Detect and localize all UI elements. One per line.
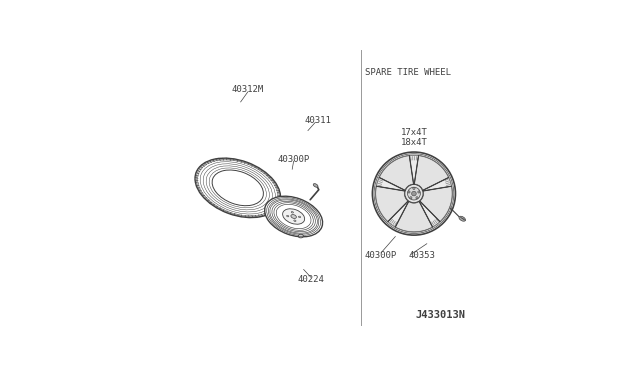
Ellipse shape xyxy=(313,184,318,187)
Circle shape xyxy=(410,197,412,199)
Text: 17x4T: 17x4T xyxy=(401,128,428,137)
Ellipse shape xyxy=(287,215,289,217)
Ellipse shape xyxy=(265,196,323,237)
Text: 40311: 40311 xyxy=(305,116,332,125)
Text: 40353: 40353 xyxy=(408,251,435,260)
Text: 40312M: 40312M xyxy=(232,84,264,93)
Circle shape xyxy=(413,187,415,189)
Polygon shape xyxy=(388,201,408,227)
Ellipse shape xyxy=(195,158,280,218)
Polygon shape xyxy=(414,155,449,190)
Polygon shape xyxy=(376,186,408,222)
Circle shape xyxy=(412,191,416,196)
Ellipse shape xyxy=(294,220,296,221)
Ellipse shape xyxy=(283,209,305,224)
Polygon shape xyxy=(376,177,405,191)
Text: 40224: 40224 xyxy=(298,275,324,284)
Circle shape xyxy=(418,191,420,193)
Ellipse shape xyxy=(291,212,293,213)
Text: 40300P: 40300P xyxy=(278,155,310,164)
Ellipse shape xyxy=(212,170,264,206)
Polygon shape xyxy=(419,201,440,227)
Text: 18x4T: 18x4T xyxy=(401,138,428,147)
Text: SPARE TIRE WHEEL: SPARE TIRE WHEEL xyxy=(365,68,451,77)
Polygon shape xyxy=(380,155,413,190)
Polygon shape xyxy=(420,186,452,222)
Polygon shape xyxy=(396,202,433,232)
Ellipse shape xyxy=(291,215,296,218)
Circle shape xyxy=(416,197,418,199)
Text: J433013N: J433013N xyxy=(415,310,465,320)
Circle shape xyxy=(408,187,420,200)
Circle shape xyxy=(408,191,410,193)
Polygon shape xyxy=(423,177,451,191)
Circle shape xyxy=(404,185,423,203)
Ellipse shape xyxy=(459,216,465,221)
Ellipse shape xyxy=(298,216,301,218)
Text: 40300P: 40300P xyxy=(365,251,397,260)
Ellipse shape xyxy=(298,234,303,238)
Polygon shape xyxy=(410,155,419,184)
